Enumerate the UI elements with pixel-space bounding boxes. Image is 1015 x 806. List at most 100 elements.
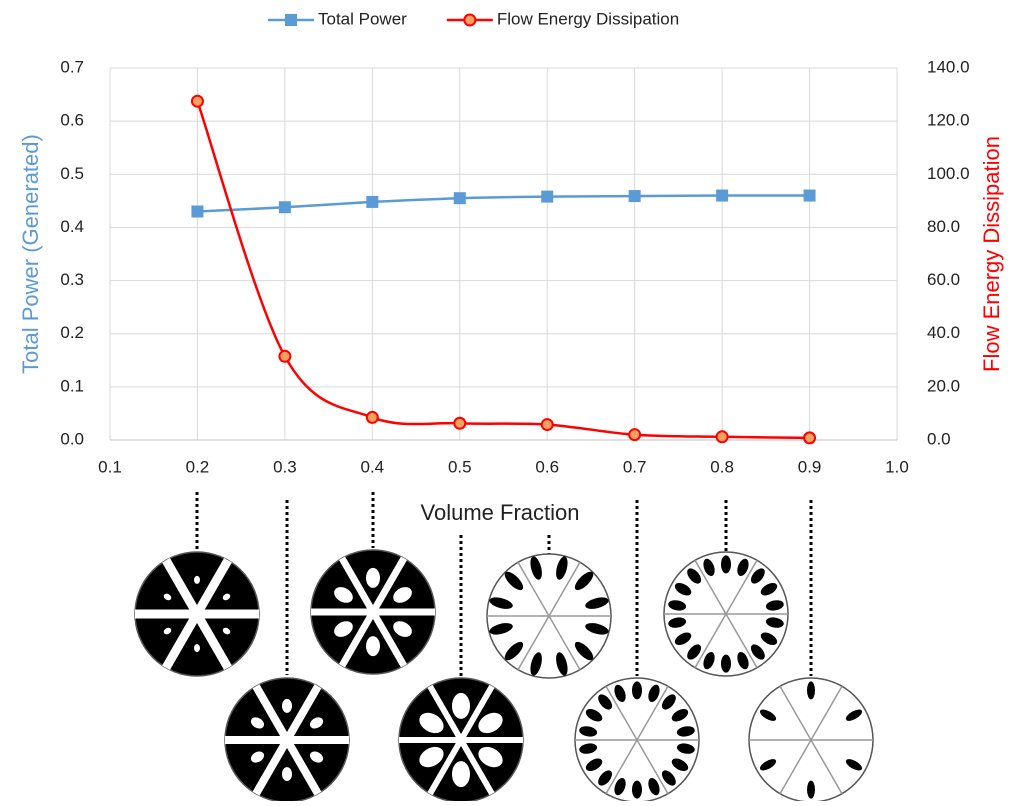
x-tick-label: 0.2 (186, 457, 210, 476)
series-line (197, 194, 810, 213)
topology-petal (585, 623, 609, 635)
topology-petal (674, 582, 692, 596)
topology-spoke (162, 611, 201, 670)
data-point (803, 431, 817, 445)
y-tick-label: 0.4 (60, 217, 84, 236)
topology-spoke (694, 559, 727, 615)
data-point (453, 416, 467, 430)
topology-spoke (369, 556, 408, 614)
topology-hole (478, 746, 503, 768)
y-tick-label: 0.3 (60, 270, 84, 289)
topology-petal (598, 694, 613, 710)
topology-petal (489, 597, 513, 609)
topology-spoke (605, 739, 638, 795)
topology-spoke (338, 556, 377, 614)
topology-petal (574, 641, 594, 661)
topology-petal (668, 617, 687, 628)
data-point (190, 94, 204, 108)
y-tick-label: 0.2 (60, 323, 84, 342)
topology-spoke (427, 684, 464, 742)
topology-petal (504, 571, 524, 591)
topology-spoke (810, 739, 843, 795)
data-point (278, 201, 291, 214)
topology-hole (366, 636, 380, 657)
topology-petal (661, 694, 676, 710)
topology-petal (556, 556, 568, 580)
legend-marker (285, 14, 297, 26)
topology-petal (750, 568, 765, 584)
topology-hole (163, 627, 172, 635)
y2-tick-label: 100.0 (927, 164, 970, 183)
y-axis-title: Total Power (Generated) (18, 134, 43, 374)
topology-petal (807, 681, 815, 700)
topology-petal (760, 582, 778, 596)
topology-spoke (193, 611, 232, 670)
topology-spoke (283, 738, 322, 796)
y-tick-label: 0.0 (60, 429, 84, 448)
topology-petal (737, 651, 749, 670)
y-tick-label: 0.7 (60, 57, 84, 76)
topology-petal (845, 759, 863, 771)
topology-hole (478, 712, 503, 734)
series-line (196, 100, 810, 440)
topology-petal (807, 780, 815, 799)
legend-label: Flow Energy Dissipation (497, 9, 679, 28)
data-point (278, 349, 292, 363)
topology-petal (668, 600, 687, 611)
topology-petal (614, 777, 626, 796)
topology-hole (334, 587, 353, 603)
topology-petal (676, 726, 695, 737)
data-point (453, 192, 466, 205)
topology-image (134, 551, 260, 677)
topology-hole (250, 717, 265, 729)
topology-spoke (369, 610, 408, 668)
topology-hole (222, 593, 231, 601)
topology-spoke (252, 684, 291, 742)
topology-petal (765, 600, 784, 611)
topology-petal (530, 556, 542, 580)
topology-spoke (548, 615, 581, 671)
topology-spoke (810, 685, 843, 741)
x-tick-label: 0.5 (448, 457, 472, 476)
topology-image (663, 551, 789, 677)
topology-petal (585, 758, 603, 772)
topology-spoke (338, 610, 377, 668)
data-point (365, 410, 379, 424)
topology-spoke (636, 739, 669, 795)
topology-image (486, 553, 612, 679)
topology-petal (703, 651, 715, 670)
topology-petal (759, 709, 777, 721)
topology-petal (598, 770, 613, 786)
topology-hole (309, 717, 324, 729)
topology-petal (721, 654, 731, 673)
topology-spoke (252, 738, 291, 796)
topology-petal (759, 759, 777, 771)
y2-tick-label: 20.0 (927, 376, 960, 395)
topology-hole (452, 692, 470, 719)
topology-petal (579, 743, 598, 754)
topology-petal (687, 644, 702, 660)
topology-petal (585, 597, 609, 609)
data-point (628, 428, 642, 442)
topology-spoke (193, 558, 232, 617)
data-point (628, 190, 641, 203)
legend-marker (463, 13, 477, 27)
y2-tick-label: 60.0 (927, 270, 960, 289)
topology-petal (671, 708, 689, 722)
topology-petal (579, 726, 598, 737)
y-tick-label: 0.6 (60, 111, 84, 130)
x-tick-label: 0.8 (710, 457, 734, 476)
topology-petal (674, 632, 692, 646)
data-point (716, 189, 729, 202)
topology-image (574, 677, 700, 803)
x-axis-title: Volume Fraction (421, 500, 580, 525)
topology-spoke (458, 738, 495, 796)
topology-spoke (725, 559, 758, 615)
topology-petal (750, 644, 765, 660)
topology-spoke (725, 613, 758, 669)
topology-hole (419, 712, 444, 734)
topology-petal (530, 652, 542, 676)
topology-image (398, 677, 524, 803)
data-point (191, 205, 204, 218)
